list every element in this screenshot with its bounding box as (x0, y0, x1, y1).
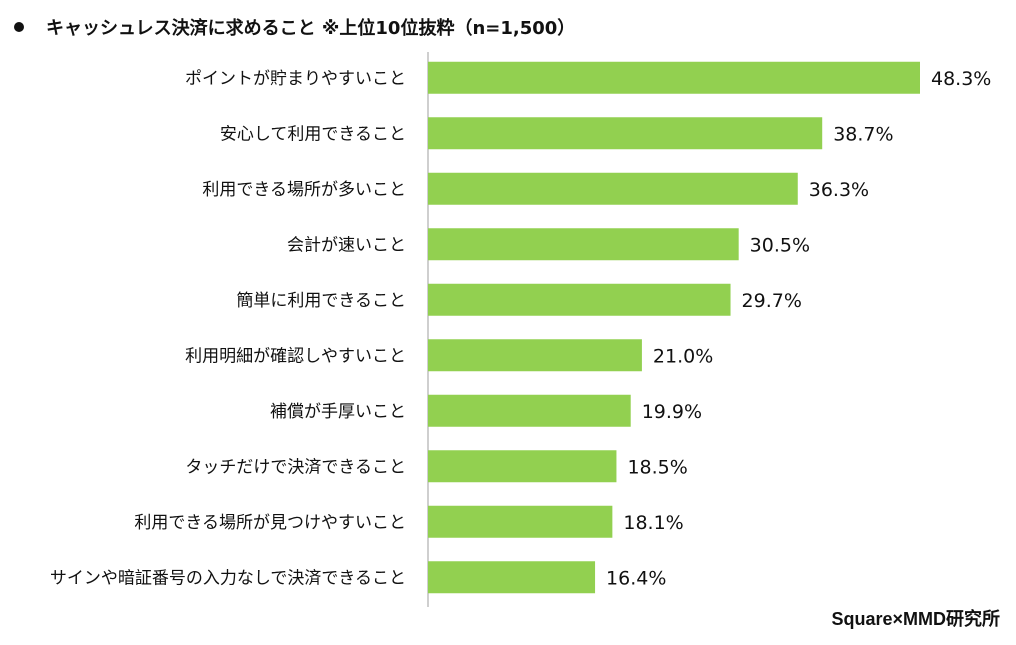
category-label: ポイントが貯まりやすいこと (185, 69, 406, 89)
category-label: 簡単に利用できること (236, 291, 406, 311)
category-label: 利用明細が確認しやすいこと (185, 346, 406, 366)
value-label: 16.4% (606, 567, 666, 589)
bar (428, 283, 731, 316)
value-label: 18.1% (623, 512, 683, 534)
category-label: 補償が手厚いこと (270, 402, 406, 422)
category-label: 利用できる場所が見つけやすいこと (134, 513, 406, 533)
value-label: 19.9% (642, 401, 702, 423)
chart-title-row: キャッシュレス決済に求めること ※上位10位抜粋（n=1,500） (14, 12, 575, 42)
value-label: 36.3% (809, 179, 869, 201)
bar (428, 505, 613, 538)
category-label: 利用できる場所が多いこと (202, 180, 406, 200)
bar (428, 228, 739, 261)
bar (428, 117, 823, 150)
category-label: 会計が速いこと (287, 235, 406, 255)
category-label: 安心して利用できること (220, 124, 406, 144)
value-label: 18.5% (627, 456, 687, 478)
bar (428, 172, 798, 205)
bar (428, 61, 920, 94)
category-label: サインや暗証番号の入力なしで決済できること (50, 568, 406, 588)
value-label: 29.7% (742, 290, 802, 312)
category-label: タッチだけで決済できること (185, 457, 406, 477)
value-label: 38.7% (833, 123, 893, 145)
value-label: 30.5% (750, 234, 810, 256)
source-credit: Square×MMD研究所 (831, 609, 1000, 629)
bar (428, 450, 617, 483)
chart-title: キャッシュレス決済に求めること ※上位10位抜粋（n=1,500） (46, 18, 576, 39)
value-label: 48.3% (931, 68, 991, 90)
value-label: 21.0% (653, 345, 713, 367)
bar (428, 339, 642, 372)
bar (428, 394, 631, 427)
bar (428, 561, 596, 594)
bullet-icon (14, 22, 24, 32)
